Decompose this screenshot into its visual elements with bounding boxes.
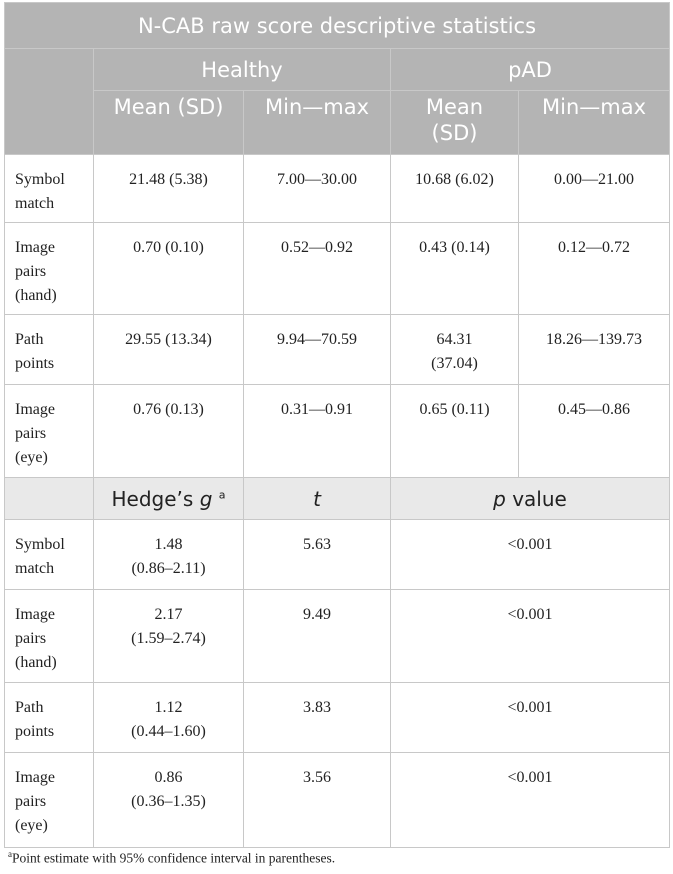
stats-header-hedges: Hedge’s g a	[93, 477, 244, 520]
footnote-marker: a	[8, 849, 12, 859]
t-cell: 3.83	[243, 682, 391, 753]
healthy-mean-cell: 21.48 (5.38)	[93, 154, 244, 223]
pad-mean-cell: 0.43 (0.14)	[390, 222, 519, 315]
footnote-text: Point estimate with 95% confidence inter…	[12, 850, 336, 866]
subheader-healthy-range: Min—max	[243, 90, 391, 155]
hedges-g-cell: 1.48 (0.86–2.11)	[93, 519, 244, 590]
p-value-label: value	[505, 486, 567, 511]
healthy-mean-cell: 29.55 (13.34)	[93, 314, 244, 385]
row-label: Symbol match	[4, 154, 94, 223]
stats-header-row: Hedge’s g a t p value	[4, 477, 670, 520]
healthy-range-cell: 9.94—70.59	[243, 314, 391, 385]
p-value-cell: <0.001	[390, 752, 670, 848]
pad-mean-cell: 64.31 (37.04)	[390, 314, 519, 385]
pad-mean-cell: 0.65 (0.11)	[390, 384, 519, 478]
stats-header-t: t	[243, 477, 391, 520]
table-row: Path points 1.12 (0.44–1.60) 3.83 <0.001	[4, 682, 670, 753]
p-symbol: p	[493, 486, 506, 511]
stats-header-blank	[4, 477, 94, 520]
pad-range-cell: 0.12—0.72	[518, 222, 670, 315]
hedges-label: Hedge’s	[111, 486, 200, 511]
stats-header-p: p value	[390, 477, 670, 520]
healthy-mean-cell: 0.76 (0.13)	[93, 384, 244, 478]
row-label: Image pairs (eye)	[4, 384, 94, 478]
table-row: Image pairs (hand) 2.17 (1.59–2.74) 9.49…	[4, 589, 670, 683]
subheader-pad-range: Min—max	[518, 90, 670, 155]
statistics-table: N-CAB raw score descriptive statistics H…	[4, 2, 670, 848]
table-row: Image pairs (hand) 0.70 (0.10) 0.52—0.92…	[4, 222, 670, 315]
hedges-g-cell: 1.12 (0.44–1.60)	[93, 682, 244, 753]
p-value-cell: <0.001	[390, 682, 670, 753]
table-row: Symbol match 21.48 (5.38) 7.00—30.00 10.…	[4, 154, 670, 223]
healthy-range-cell: 7.00—30.00	[243, 154, 391, 223]
row-label: Image pairs (hand)	[4, 222, 94, 315]
subheader-pad-mean: Mean (SD)	[390, 90, 519, 155]
header-blank-cell	[4, 48, 94, 155]
pad-range-cell: 18.26—139.73	[518, 314, 670, 385]
p-value-cell: <0.001	[390, 519, 670, 590]
subheader-healthy-mean: Mean (SD)	[93, 90, 244, 155]
pad-range-cell: 0.45—0.86	[518, 384, 670, 478]
group-header-pad: pAD	[390, 48, 670, 91]
footnote-marker: a	[218, 487, 226, 501]
table-row: Path points 29.55 (13.34) 9.94—70.59 64.…	[4, 314, 670, 385]
hedges-g-cell: 0.86 (0.36–1.35)	[93, 752, 244, 848]
table-footnote: aPoint estimate with 95% confidence inte…	[8, 849, 663, 867]
row-label: Image pairs (eye)	[4, 752, 94, 848]
pad-mean-cell: 10.68 (6.02)	[390, 154, 519, 223]
t-cell: 5.63	[243, 519, 391, 590]
row-label: Path points	[4, 314, 94, 385]
pad-range-cell: 0.00—21.00	[518, 154, 670, 223]
t-cell: 9.49	[243, 589, 391, 683]
p-value-cell: <0.001	[390, 589, 670, 683]
t-symbol: t	[313, 486, 321, 511]
t-cell: 3.56	[243, 752, 391, 848]
table-row: Image pairs (eye) 0.76 (0.13) 0.31—0.91 …	[4, 384, 670, 478]
group-header-healthy: Healthy	[93, 48, 391, 91]
row-label: Symbol match	[4, 519, 94, 590]
row-label: Image pairs (hand)	[4, 589, 94, 683]
table-title: N-CAB raw score descriptive statistics	[4, 2, 670, 49]
hedges-g-symbol: g	[199, 486, 213, 511]
row-label: Path points	[4, 682, 94, 753]
healthy-mean-cell: 0.70 (0.10)	[93, 222, 244, 315]
healthy-range-cell: 0.31—0.91	[243, 384, 391, 478]
hedges-g-cell: 2.17 (1.59–2.74)	[93, 589, 244, 683]
table-row: Image pairs (eye) 0.86 (0.36–1.35) 3.56 …	[4, 752, 670, 848]
healthy-range-cell: 0.52—0.92	[243, 222, 391, 315]
table-row: Symbol match 1.48 (0.86–2.11) 5.63 <0.00…	[4, 519, 670, 590]
